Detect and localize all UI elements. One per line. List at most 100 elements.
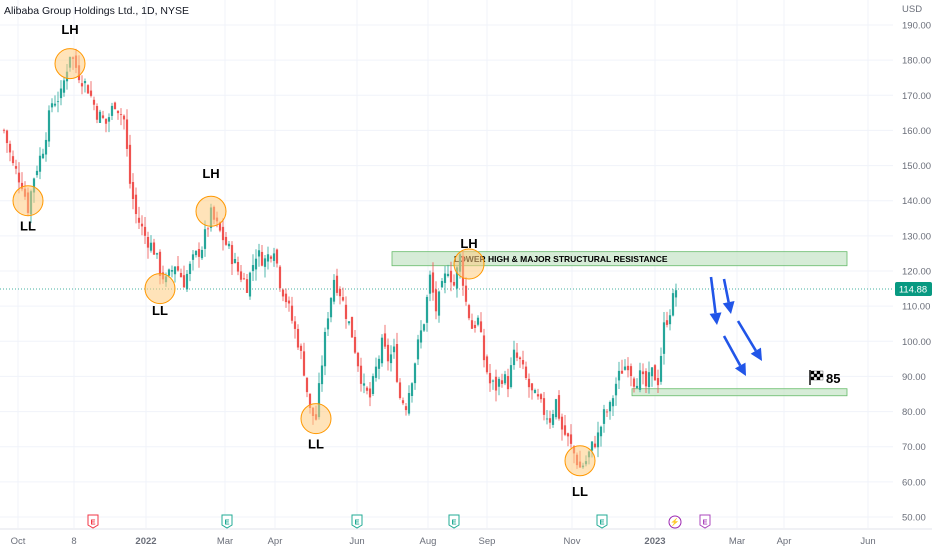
candle-body	[308, 393, 312, 409]
candle-body	[143, 226, 147, 236]
candle-body	[260, 251, 264, 266]
candle-body	[446, 273, 450, 277]
candle-body	[545, 418, 549, 420]
candle-body	[107, 117, 111, 122]
candle-body	[470, 320, 474, 329]
candle-body	[53, 103, 57, 106]
candle-body	[611, 398, 615, 407]
candle-body	[278, 266, 282, 289]
swing-point-circle	[144, 273, 176, 305]
flag-square	[810, 373, 815, 378]
projection-arrowhead	[750, 347, 762, 361]
marker-badge	[668, 515, 682, 529]
projection-arrowhead	[709, 312, 722, 325]
candle-body	[119, 114, 123, 116]
dividend-lightning-icon[interactable]: ⚡	[668, 515, 682, 529]
candle-body	[605, 411, 609, 413]
candle-body	[623, 366, 627, 370]
candle-body	[635, 385, 639, 389]
candle-body	[329, 298, 333, 318]
swing-point-circle	[195, 195, 227, 227]
candle-body	[419, 330, 423, 343]
earnings-icon[interactable]: E	[699, 514, 711, 529]
candle-body	[323, 331, 327, 367]
x-tick-label: Aug	[420, 536, 437, 547]
candle-body	[380, 337, 384, 364]
candle-body	[104, 118, 108, 124]
marker-badge	[221, 514, 233, 529]
y-tick-label: 150.00	[902, 161, 931, 172]
candle-body	[149, 242, 153, 251]
candle-body	[176, 266, 180, 271]
y-tick-label: 90.00	[902, 372, 926, 383]
candle-body	[551, 414, 555, 425]
last-price-tag	[895, 281, 932, 296]
candle-body	[599, 426, 603, 437]
candle-body	[566, 433, 570, 437]
candle-body	[620, 370, 624, 374]
earnings-icon[interactable]: E	[221, 514, 233, 529]
x-tick-label: Apr	[268, 536, 283, 547]
candle-body	[113, 102, 117, 110]
candle-body	[251, 265, 255, 272]
candle-body	[593, 443, 597, 448]
swing-label: LL	[308, 436, 324, 451]
candle-body	[491, 380, 495, 382]
candle-body	[560, 416, 564, 430]
marker-badge	[351, 514, 363, 529]
candle-body	[443, 273, 447, 283]
candle-body	[533, 390, 537, 394]
flag-square	[819, 370, 824, 375]
candle-body	[527, 378, 531, 388]
candle-body	[413, 363, 417, 384]
earnings-icon[interactable]: E	[448, 514, 460, 529]
candle-body	[437, 291, 441, 316]
candle-body	[608, 402, 612, 412]
swing-label: LH	[202, 166, 219, 181]
y-tick-label: 50.00	[902, 513, 926, 524]
x-tick-label: Mar	[729, 536, 745, 547]
candle-body	[320, 365, 324, 385]
candle-body	[62, 80, 66, 93]
swing-point-circle	[54, 48, 86, 80]
flag-square	[810, 376, 815, 381]
candle-body	[263, 258, 267, 267]
candle-body	[671, 293, 675, 316]
marker-letter: E	[224, 518, 229, 527]
y-tick-label: 110.00	[902, 302, 930, 313]
candle-body	[401, 400, 405, 404]
earnings-icon[interactable]: E	[87, 514, 99, 529]
marker-letter: E	[354, 518, 359, 527]
marker-letter: E	[451, 518, 456, 527]
candle-body	[668, 315, 672, 325]
candle-body	[629, 366, 633, 377]
candle-body	[47, 110, 51, 142]
candle-body	[293, 321, 297, 329]
earnings-icon[interactable]: E	[351, 514, 363, 529]
candle-body	[101, 115, 105, 118]
candle-body	[338, 288, 342, 297]
candle-body	[503, 374, 507, 384]
candle-body	[359, 365, 363, 384]
x-tick-label: 2022	[135, 536, 156, 547]
candle-body	[152, 242, 156, 255]
candle-body	[185, 273, 189, 290]
x-tick-label: Apr	[777, 536, 792, 547]
candle-body	[194, 250, 198, 256]
candle-body	[641, 371, 645, 375]
flag-square	[813, 373, 818, 378]
swing-point-circle	[300, 403, 332, 435]
candle-body	[230, 245, 234, 265]
candle-body	[344, 304, 348, 319]
candle-body	[56, 101, 60, 103]
candle-body	[59, 88, 63, 99]
candle-body	[92, 99, 96, 105]
x-tick-label: Sep	[479, 536, 496, 547]
earnings-icon[interactable]: E	[596, 514, 608, 529]
candle-body	[332, 279, 336, 302]
candle-body	[95, 106, 99, 120]
candle-body	[254, 258, 258, 270]
candle-body	[386, 344, 390, 362]
candle-body	[485, 356, 489, 373]
